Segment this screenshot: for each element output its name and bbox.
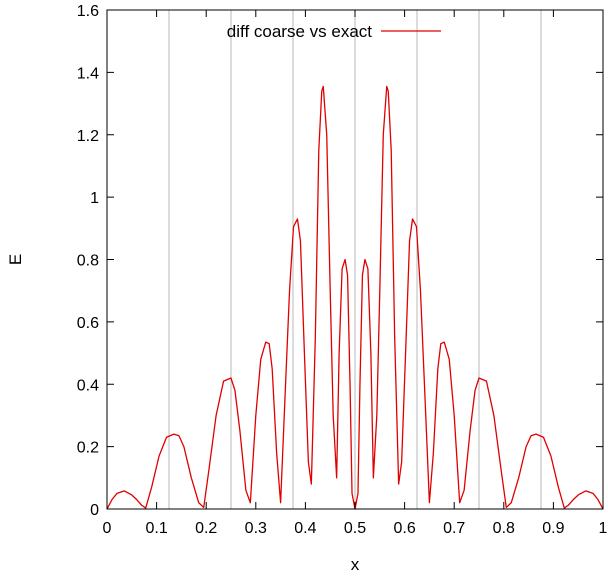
tick-layer (106, 9, 604, 510)
legend: diff coarse vs exact (227, 22, 441, 41)
y-tick-label: 1.4 (77, 65, 99, 82)
tick-label-layer: 0 0.1 0.2 0.3 0.4 0.5 0.6 0.7 0.8 0.9 1 0 0.2 0.4 0.6 0… (77, 3, 608, 537)
x-tick-label: 0.5 (344, 520, 366, 537)
legend-label: diff coarse vs exact (227, 22, 372, 41)
x-tick-label: 0.1 (145, 520, 167, 537)
x-tick-label: 0.3 (245, 520, 267, 537)
y-tick-label: 1.2 (77, 128, 99, 145)
x-tick-label: 0 (103, 520, 112, 537)
y-tick-label: 0.6 (77, 315, 99, 332)
y-tick-label: 0.4 (77, 377, 99, 394)
x-axis-label: x (351, 555, 360, 574)
x-tick-label: 0.7 (443, 520, 465, 537)
y-axis-label: E (6, 254, 25, 265)
y-tick-label: 1 (90, 190, 99, 207)
y-tick-label: 0.8 (77, 253, 99, 270)
x-tick-label: 0.6 (393, 520, 415, 537)
y-tick-label: 1.6 (77, 3, 99, 20)
x-tick-label: 0.4 (294, 520, 316, 537)
x-tick-label: 1 (599, 520, 608, 537)
grid-layer (168, 10, 542, 509)
y-tick-label: 0.2 (77, 440, 99, 457)
x-tick-label: 0.2 (195, 520, 217, 537)
x-tick-label: 0.9 (542, 520, 564, 537)
x-tick-label: 0.8 (493, 520, 515, 537)
y-tick-label: 0 (90, 502, 99, 519)
